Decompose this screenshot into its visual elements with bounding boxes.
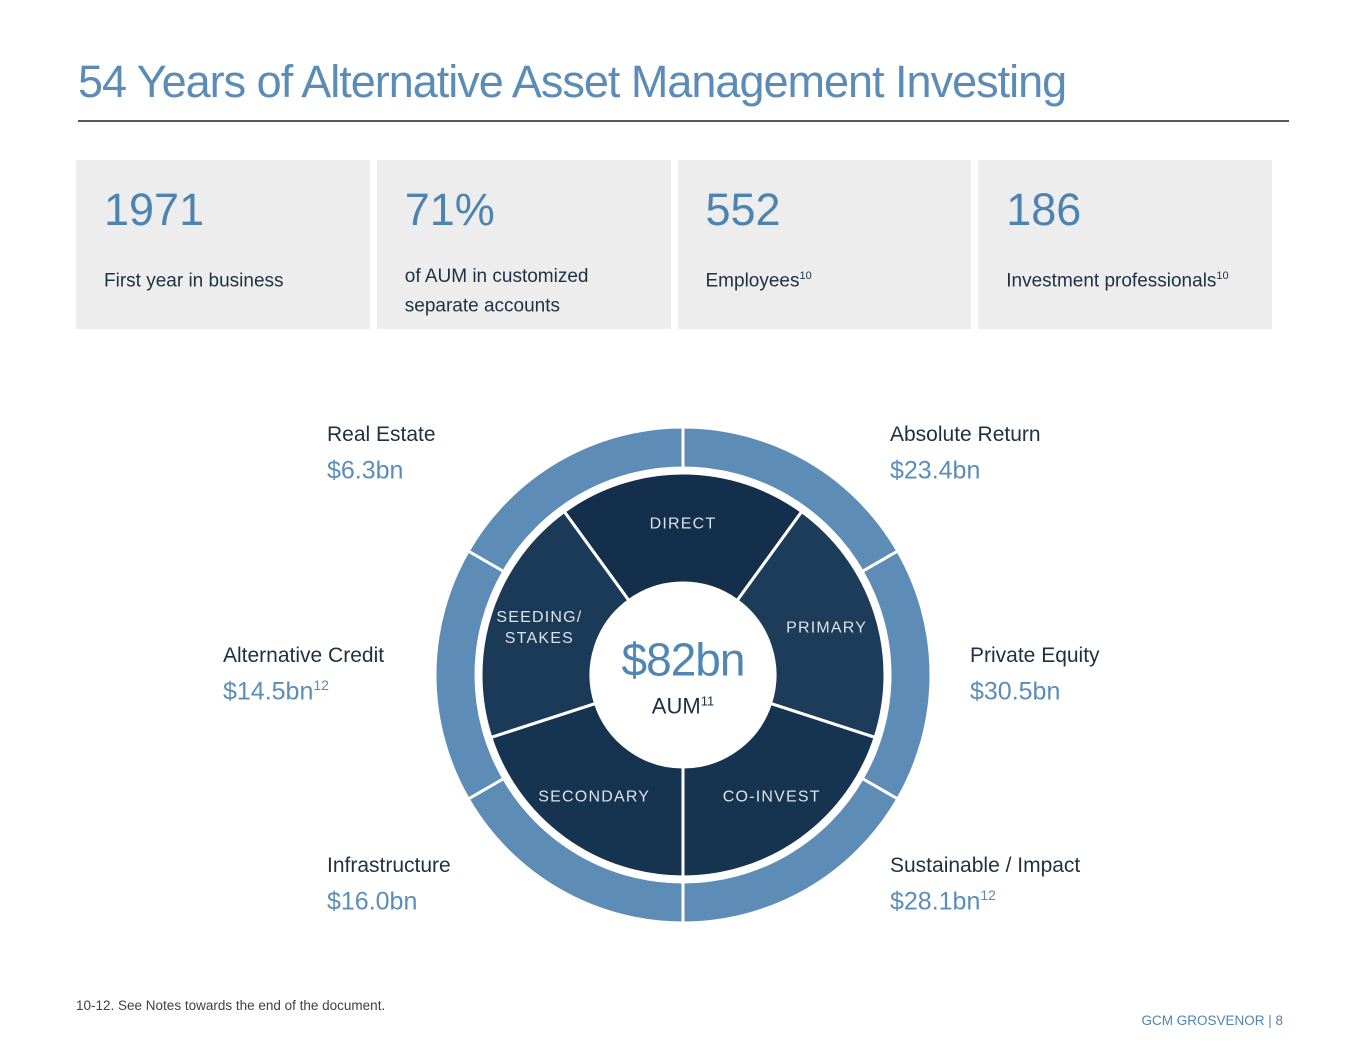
inner-segment-label-co-invest: CO-INVEST [722, 788, 821, 806]
inner-segment-label-seeding-stakes: SEEDING/ STAKES [496, 609, 583, 648]
stat-label-text: Investment professionals [1006, 270, 1217, 292]
donut-label-real-estate: Real Estate $6.3bn [327, 420, 436, 485]
page-title: 54 Years of Alternative Asset Management… [78, 56, 1067, 107]
asset-class-value: $28.1bn12 [890, 880, 1080, 916]
aum-donut-chart [433, 425, 933, 925]
inner-segment-seeding-stakes [479, 509, 632, 740]
inner-segment-label-primary: PRIMARY [786, 619, 868, 637]
footer-brand-page-number: GCM GROSVENOR | 8 [1141, 1013, 1283, 1028]
inner-segment-direct [562, 471, 804, 603]
asset-class-value: $30.5bn [970, 670, 1100, 706]
stat-label: Investment professionals10 [1006, 264, 1244, 293]
total-aum-value: $82bn [621, 633, 746, 686]
stat-value: 71% [404, 184, 495, 235]
stat-label: Employees10 [706, 264, 944, 293]
asset-class-name: Real Estate [327, 423, 436, 446]
stats-row: 1971 First year in business 71% of AUM i… [76, 160, 1272, 329]
stat-card-first-year: 1971 First year in business [76, 160, 370, 329]
asset-class-name: Absolute Return [890, 423, 1041, 446]
stat-card-investment-professionals: 186 Investment professionals10 [978, 160, 1272, 329]
value-text: $14.5bn [223, 677, 314, 706]
outer-segment-real-estate [466, 425, 685, 574]
inner-segment-secondary [488, 701, 685, 879]
value-text: $16.0bn [327, 887, 418, 916]
stat-label: First year in business [104, 264, 342, 293]
donut-label-alternative-credit: Alternative Credit $14.5bn12 [223, 641, 384, 706]
value-text: $6.3bn [327, 456, 404, 485]
inner-segment-primary [734, 509, 887, 740]
title-underline [78, 120, 1289, 122]
asset-class-value: $14.5bn12 [223, 670, 384, 706]
footnote: 10-12. See Notes towards the end of the … [76, 998, 386, 1013]
value-text: $23.4bn [890, 456, 981, 485]
stat-value: 1971 [104, 184, 205, 235]
inner-segment-label-secondary: SECONDARY [538, 788, 651, 806]
donut-label-private-equity: Private Equity $30.5bn [970, 641, 1100, 706]
inner-segment-co-invest [681, 701, 878, 879]
stat-card-aum-customized: 71% of AUM in customized separate accoun… [376, 160, 671, 329]
value-text: $30.5bn [970, 677, 1061, 706]
stat-value: 186 [1006, 184, 1082, 235]
value-text: $28.1bn [890, 887, 981, 916]
footnote-sup: 12 [313, 677, 329, 693]
asset-class-value: $16.0bn [327, 880, 451, 916]
asset-class-value: $6.3bn [327, 449, 436, 485]
footnote-sup: 10 [799, 270, 812, 282]
inner-segment-label-direct: DIRECT [649, 515, 717, 533]
donut-center-label: $82bn AUM11 [588, 632, 778, 719]
footnote-sup: 12 [980, 887, 996, 903]
total-aum-caption: AUM11 [588, 693, 778, 719]
asset-class-name: Private Equity [970, 644, 1100, 667]
stat-card-employees: 552 Employees10 [677, 160, 972, 329]
asset-class-value: $23.4bn [890, 449, 1041, 485]
asset-class-name: Infrastructure [327, 854, 451, 877]
stat-value: 552 [705, 184, 781, 235]
aum-text: AUM [651, 693, 701, 719]
asset-class-name: Alternative Credit [223, 644, 385, 667]
asset-class-name: Sustainable / Impact [890, 854, 1081, 877]
donut-label-absolute-return: Absolute Return $23.4bn [890, 420, 1041, 485]
stat-label: of AUM in customized separate accounts [405, 264, 643, 318]
donut-label-sustainable-impact: Sustainable / Impact $28.1bn12 [890, 851, 1080, 916]
stat-label-text: First year in business [104, 270, 284, 292]
stat-label-text: of AUM in customized separate accounts [404, 266, 589, 317]
footnote-sup: 11 [700, 693, 715, 709]
stat-label-text: Employees [705, 270, 800, 292]
donut-label-infrastructure: Infrastructure $16.0bn [327, 851, 451, 916]
footnote-sup: 10 [1216, 270, 1229, 282]
